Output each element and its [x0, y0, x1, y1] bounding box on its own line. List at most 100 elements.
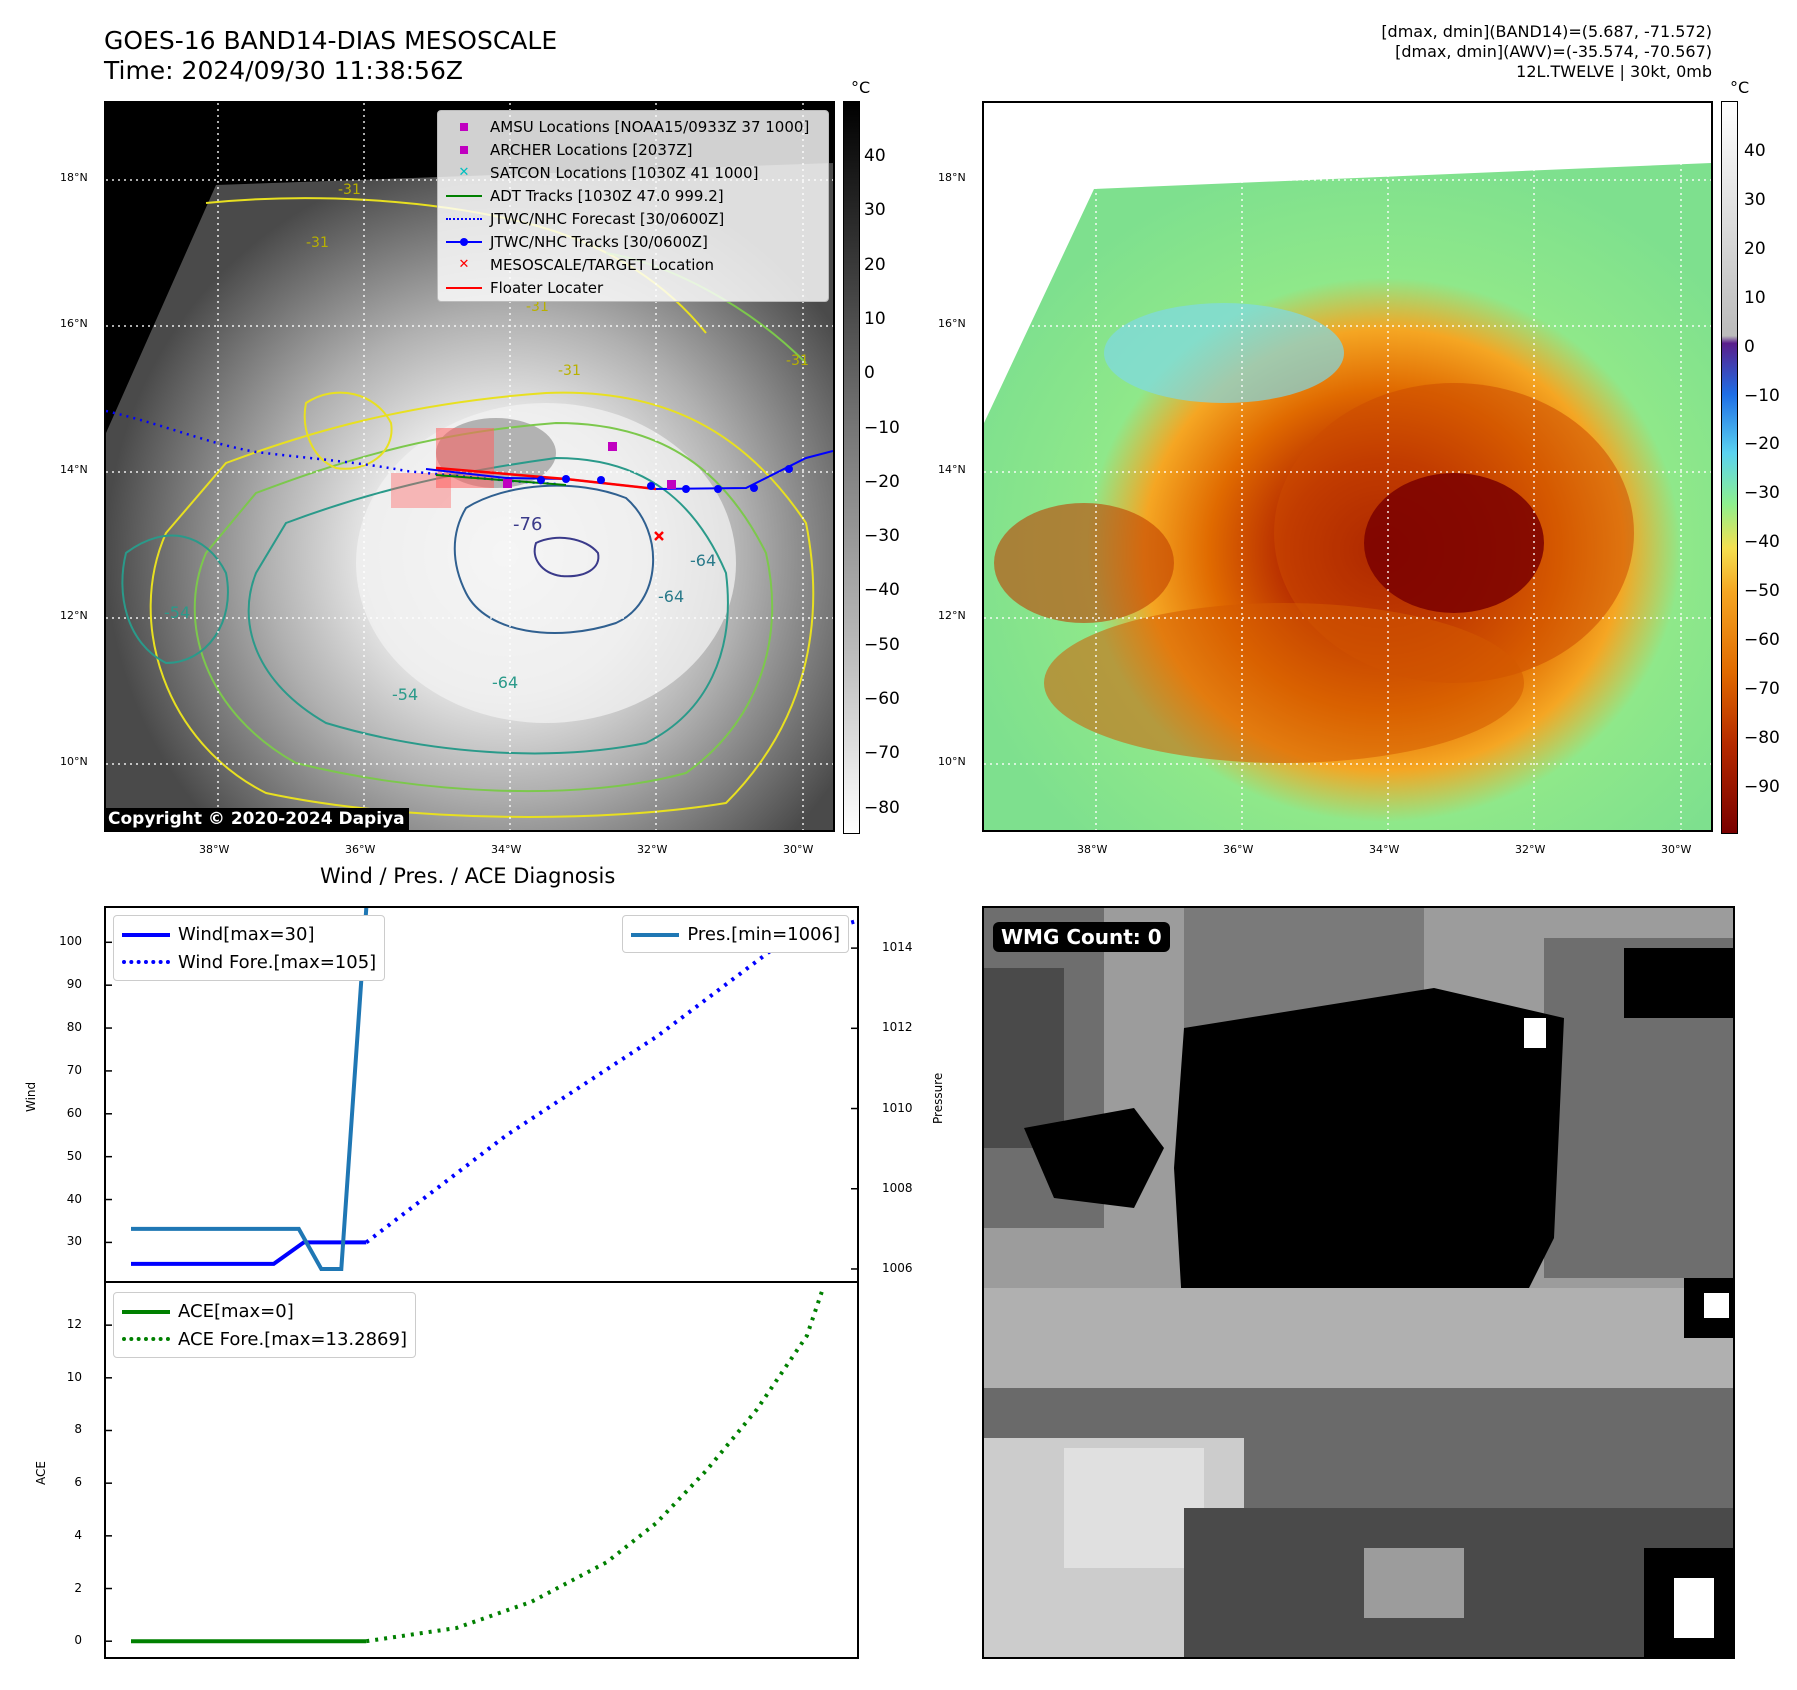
- pressure-tick-label: 1010: [882, 1100, 913, 1115]
- contour-label: -64: [658, 587, 685, 606]
- figure-title: GOES-16 BAND14-DIAS MESOSCALE Time: 2024/…: [104, 26, 557, 86]
- lat-tick: 18°N: [60, 171, 88, 184]
- pressure-tick-label: 1006: [882, 1260, 913, 1275]
- colorbar-right-label: −40: [1744, 532, 1780, 553]
- wind-tick-label: 40: [66, 1191, 82, 1206]
- colorbar-left-label: 40: [864, 146, 886, 166]
- ace-legend: ACE[max=0] ACE Fore.[max=13.2869]: [113, 1292, 416, 1358]
- legend-row-forecast: JTWC/NHC Forecast [30/0600Z]: [446, 207, 820, 230]
- lat-tick: 16°N: [60, 317, 88, 330]
- wind-tick-label: 50: [66, 1148, 82, 1163]
- lon-tick: 30°W: [1661, 843, 1692, 856]
- wind-axis-label: Wind: [24, 1081, 38, 1112]
- series-line-1: [366, 1290, 824, 1644]
- line-icon: [631, 924, 680, 944]
- colorbar-right-label: 20: [1744, 238, 1766, 259]
- colorbar-right-label: −10: [1744, 385, 1780, 406]
- contour-label: -64: [492, 673, 519, 692]
- contour-label: -54: [164, 603, 191, 622]
- ace-tick-label: 12: [66, 1317, 82, 1332]
- ace-tick-label: 0: [74, 1633, 82, 1648]
- pressure-tick-label: 1008: [882, 1180, 913, 1195]
- awv-map-image: [984, 103, 1711, 830]
- pressure-tick-label: 1012: [882, 1020, 913, 1035]
- legend-row-wind-forecast: Wind Fore.[max=105]: [122, 948, 376, 976]
- legend-row-target: ✕ MESOSCALE/TARGET Location: [446, 253, 820, 276]
- x-marker-icon: ✕: [458, 164, 470, 180]
- legend-row-adt: ADT Tracks [1030Z 47.0 999.2]: [446, 184, 820, 207]
- legend-row-ace-forecast: ACE Fore.[max=13.2869]: [122, 1325, 407, 1353]
- wind-pressure-axes: Wind[max=30] Wind Fore.[max=105] Pres.[m…: [104, 906, 859, 1283]
- pressure-tick-label: 1014: [882, 940, 913, 955]
- contour-label: -64: [690, 551, 717, 570]
- lat-tick: 14°N: [938, 463, 966, 476]
- wind-tick-label: 80: [66, 1020, 82, 1035]
- line-dot-icon: [446, 232, 482, 252]
- colorbar-right-unit: °C: [1730, 78, 1750, 97]
- contour-label: -31: [338, 182, 361, 198]
- square-marker-icon: [446, 117, 482, 137]
- ace-tick-label: 6: [74, 1475, 82, 1490]
- colorbar-left-label: 10: [864, 308, 886, 329]
- x-marker-icon: ✕: [458, 256, 470, 272]
- line-icon: [446, 186, 482, 206]
- legend-row-archer: ARCHER Locations [2037Z]: [446, 138, 820, 161]
- pressure-legend: Pres.[min=1006]: [622, 915, 849, 953]
- colorbar-right-label: −70: [1744, 678, 1780, 699]
- lon-tick: 34°W: [491, 843, 522, 856]
- colorbar-left-label: 20: [864, 254, 886, 275]
- wmg-image: [984, 908, 1733, 1657]
- wmg-count-badge: WMG Count: 0: [993, 922, 1170, 952]
- contour-label: -31: [306, 235, 329, 251]
- line-icon: [122, 924, 170, 944]
- legend-row-amsu: AMSU Locations [NOAA15/0933Z 37 1000]: [446, 115, 820, 138]
- lon-tick: 32°W: [637, 843, 668, 856]
- colorbar-left-label: −50: [864, 634, 900, 655]
- series-line-1: [365, 918, 857, 1244]
- info-line-1: [dmax, dmin](BAND14)=(5.687, -71.572): [1381, 22, 1712, 41]
- ir-map-panel: -31 -31 -31 -31 -31 -76 -64 -64 -54 -54 …: [104, 101, 835, 832]
- lon-tick: 34°W: [1369, 843, 1400, 856]
- line-icon: [122, 1301, 170, 1321]
- lon-tick: 38°W: [199, 843, 230, 856]
- colorbar-left-label: 30: [864, 200, 886, 221]
- colorbar-right-label: −20: [1744, 434, 1780, 455]
- map-legend: AMSU Locations [NOAA15/0933Z 37 1000] AR…: [437, 110, 829, 302]
- legend-row-ace: ACE[max=0]: [122, 1297, 407, 1325]
- lon-tick: 32°W: [1515, 843, 1546, 856]
- dotted-line-icon: [122, 1329, 170, 1349]
- contour-label: -31: [526, 299, 549, 315]
- colorbar-left-label: 0: [864, 363, 875, 384]
- series-line-0: [131, 1240, 367, 1266]
- colorbar-right: [1721, 101, 1738, 834]
- lon-tick: 36°W: [345, 843, 376, 856]
- wind-tick-label: 30: [66, 1234, 82, 1249]
- colorbar-left-label: −30: [864, 526, 900, 547]
- colorbar-left-label: −70: [864, 743, 900, 764]
- lat-tick: 18°N: [938, 171, 966, 184]
- copyright-label: Copyright © 2020-2024 Dapiya: [104, 808, 409, 830]
- contour-label: -31: [786, 353, 809, 369]
- lat-tick: 12°N: [60, 609, 88, 622]
- wind-legend: Wind[max=30] Wind Fore.[max=105]: [113, 915, 386, 981]
- colorbar-left-label: −10: [864, 417, 900, 438]
- lat-tick: 14°N: [60, 463, 88, 476]
- lon-tick: 38°W: [1077, 843, 1108, 856]
- line-icon: [446, 278, 482, 298]
- wind-tick-label: 60: [66, 1105, 82, 1120]
- wind-tick-label: 90: [66, 977, 82, 992]
- colorbar-left-label: −80: [864, 797, 900, 818]
- lat-tick: 12°N: [938, 609, 966, 622]
- colorbar-right-label: −30: [1744, 483, 1780, 504]
- colorbar-right-label: −50: [1744, 581, 1780, 602]
- wind-tick-label: 70: [66, 1062, 82, 1077]
- contour-label: -76: [513, 514, 543, 535]
- contour-label: -31: [558, 363, 581, 379]
- wmg-panel: [982, 906, 1735, 1659]
- ace-tick-label: 4: [74, 1527, 82, 1542]
- colorbar-left-label: −20: [864, 471, 900, 492]
- colorbar-left-label: −40: [864, 580, 900, 601]
- info-line-2: [dmax, dmin](AWV)=(-35.574, -70.567): [1395, 42, 1712, 61]
- wind-tick-label: 100: [59, 934, 82, 949]
- ace-tick-label: 10: [66, 1369, 82, 1384]
